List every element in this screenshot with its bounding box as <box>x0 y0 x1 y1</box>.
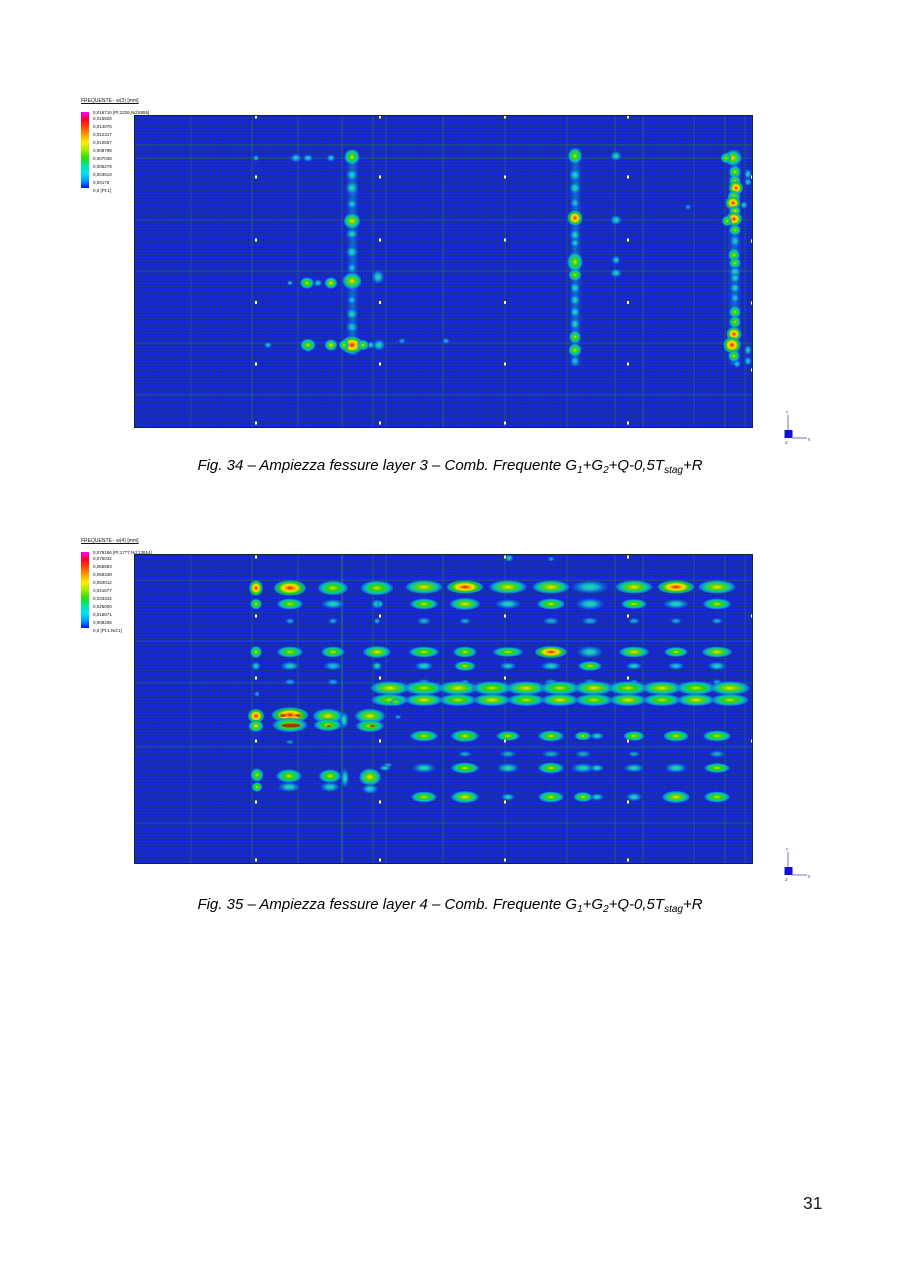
svg-text:X: X <box>808 437 811 442</box>
svg-text:Y: Y <box>786 847 789 852</box>
svg-text:Y: Y <box>786 410 789 415</box>
svg-text:Z: Z <box>785 877 788 882</box>
svg-text:X: X <box>808 874 811 879</box>
svg-text:Z: Z <box>785 440 788 445</box>
